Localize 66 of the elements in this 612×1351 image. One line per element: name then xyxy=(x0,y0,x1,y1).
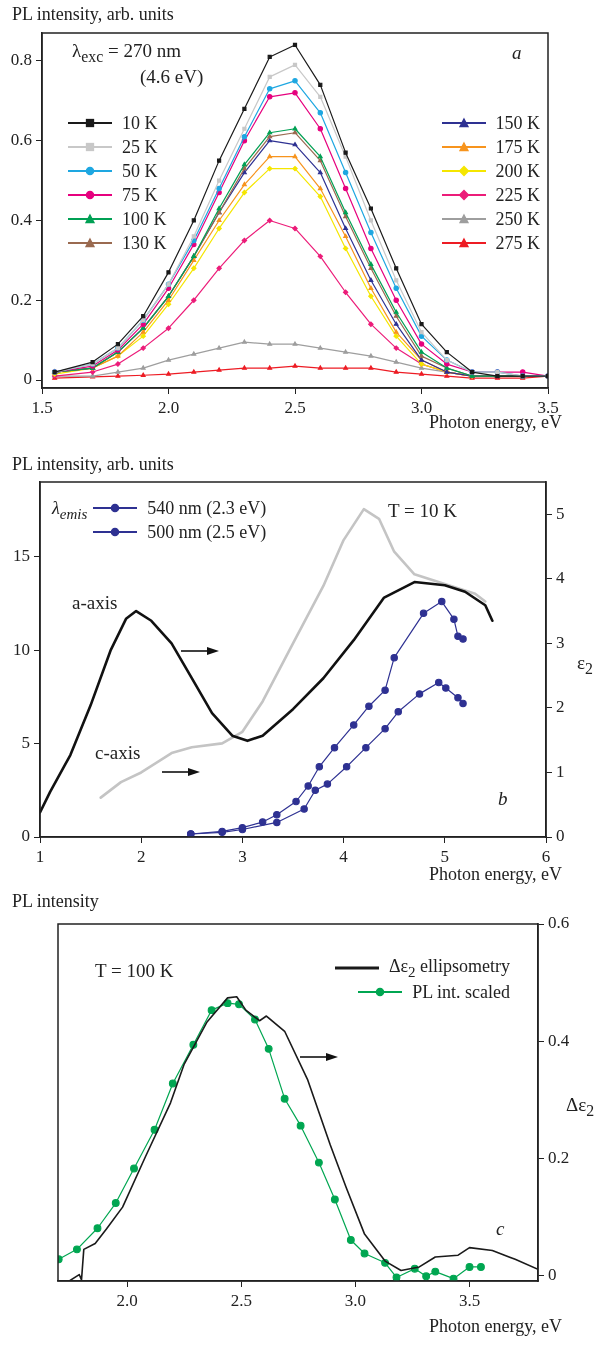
y-tick-label: 0.8 xyxy=(10,50,32,70)
annotation: T = 100 K xyxy=(95,960,174,982)
annotation: (4.6 eV) xyxy=(140,66,204,88)
x-tick-label: 2 xyxy=(136,846,146,866)
x-tick-label: 2.0 xyxy=(157,397,180,417)
y2-tick-label: 0.2 xyxy=(548,1147,570,1167)
y-tick-label: 0.6 xyxy=(10,130,32,150)
legend-label: 100 K xyxy=(122,208,168,230)
y-tick-label: 15 xyxy=(13,546,30,566)
x-tick-label: 4 xyxy=(339,846,349,866)
annotation: a-axis xyxy=(72,592,118,614)
y2-tick-label: 5 xyxy=(556,503,565,523)
legend-label: 250 K xyxy=(495,208,540,230)
y2-tick-label: 0.6 xyxy=(548,913,570,933)
legend-label: 75 K xyxy=(122,184,159,206)
y-axis-title: PL intensity, arb. units xyxy=(12,4,174,25)
y2-tick-label: 1 xyxy=(556,761,565,781)
legend-label: 540 nm (2.3 eV) xyxy=(147,497,267,519)
legend-label: 50 K xyxy=(122,160,159,182)
legend-label: Δε$_{2}$ ellipsometry xyxy=(388,955,510,981)
x-tick-label: 1 xyxy=(35,846,45,866)
x-tick-label: 2.5 xyxy=(284,397,306,417)
y-tick-label: 10 xyxy=(13,639,30,659)
x-tick-label: 2.0 xyxy=(116,1290,138,1310)
legend-label: 130 K xyxy=(122,232,168,254)
legend-label: 25 K xyxy=(122,136,159,158)
x-tick-label: 6 xyxy=(541,846,551,866)
annotation: c xyxy=(496,1218,505,1240)
x-tick-label: 3 xyxy=(238,846,247,866)
x-tick-label: 2.5 xyxy=(230,1290,252,1310)
legend-label: 200 K xyxy=(495,160,540,182)
y-axis-title: PL intensity, arb. units xyxy=(12,454,174,475)
x-tick-label: 3.0 xyxy=(344,1290,367,1310)
y-tick-label: 0 xyxy=(23,369,32,389)
y-tick-label: 0.4 xyxy=(10,209,33,229)
y2-tick-label: 0 xyxy=(548,1265,557,1285)
x-axis-title: Photon energy, eV xyxy=(429,864,562,885)
legend-title: λ$_{emis}$ xyxy=(52,498,88,523)
x-axis-title: Photon energy, eV xyxy=(429,412,562,433)
legend-label: 10 K xyxy=(122,112,159,134)
x-tick-label: 1.5 xyxy=(31,397,53,417)
y2-tick-label: 0 xyxy=(556,826,565,846)
legend-label: PL int. scaled xyxy=(412,981,510,1003)
annotation: c-axis xyxy=(95,742,141,764)
annotation: λ$_{exc}$ = 270 nm xyxy=(72,40,181,66)
y-tick-label: 5 xyxy=(21,733,30,753)
annotation: T = 10 K xyxy=(388,500,457,522)
y-axis-title: PL intensity xyxy=(12,891,99,912)
y-tick-label: 0 xyxy=(21,826,30,846)
y2-axis-title: ε$_{2}$ xyxy=(577,652,593,678)
y2-tick-label: 4 xyxy=(556,568,565,588)
x-axis-title: Photon energy, eV xyxy=(429,1316,562,1337)
legend-label: 150 K xyxy=(495,112,540,134)
legend-label: 225 K xyxy=(495,184,540,206)
annotation: b xyxy=(498,788,508,810)
y2-axis-title: Δε$_{2}$ xyxy=(566,1094,595,1120)
legend-label: 175 K xyxy=(495,136,540,158)
y2-tick-label: 0.4 xyxy=(548,1030,570,1050)
y-tick-label: 0.2 xyxy=(10,289,32,309)
x-tick-label: 5 xyxy=(440,846,450,866)
legend-label: 275 K xyxy=(495,232,540,254)
y2-tick-label: 2 xyxy=(556,697,565,717)
legend-label: 500 nm (2.5 eV) xyxy=(147,521,267,543)
x-tick-label: 3.5 xyxy=(458,1290,481,1310)
y2-tick-label: 3 xyxy=(556,632,565,652)
annotation: a xyxy=(512,42,522,64)
